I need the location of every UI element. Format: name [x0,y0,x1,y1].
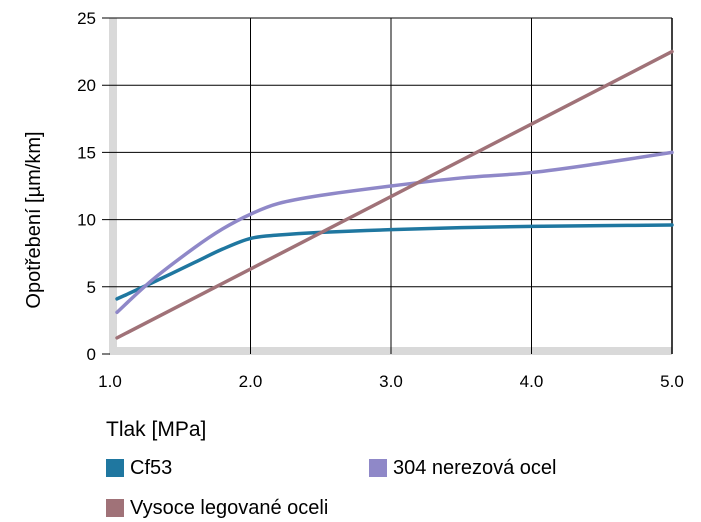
legend-item-cf53: Cf53 [106,456,172,480]
series-line-high-alloy [115,49,674,340]
legend-label-304: 304 nerezová ocel [393,457,557,479]
series-layer [115,49,674,340]
legend-swatch-cf53 [106,459,124,477]
legend-label-cf53: Cf53 [130,457,173,479]
y-axis-label: Opotřebení [µm/km] [23,131,45,308]
series-line-304 [115,150,674,315]
grid [102,17,673,355]
x-tick-label: 1.0 [98,372,122,391]
legend-label-high-alloy: Vysoce legované oceli [130,497,329,519]
y-tick-label: 20 [77,76,96,95]
y-tick-label: 5 [87,278,96,297]
x-tick-label: 4.0 [520,372,544,391]
y-tick-label: 25 [77,9,96,28]
y-tick-label: 15 [77,143,96,162]
series-line-cf53 [115,223,674,301]
x-tick-label: 2.0 [239,372,263,391]
legend-item-304: 304 nerezová ocel [369,456,556,480]
legend-swatch-304 [369,459,387,477]
tick-labels: 0 5 10 15 20 25 1.0 2.0 3.0 4.0 5.0 [77,9,684,391]
x-axis-label: Tlak [MPa] [106,418,207,441]
legend-item-high-alloy: Vysoce legované oceli [106,496,328,520]
y-tick-label: 10 [77,211,96,230]
x-tick-label: 5.0 [660,372,684,391]
y-axis-band [109,18,117,354]
x-tick-label: 3.0 [379,372,403,391]
legend-swatch-high-alloy [106,499,124,517]
y-tick-label: 0 [87,345,96,364]
